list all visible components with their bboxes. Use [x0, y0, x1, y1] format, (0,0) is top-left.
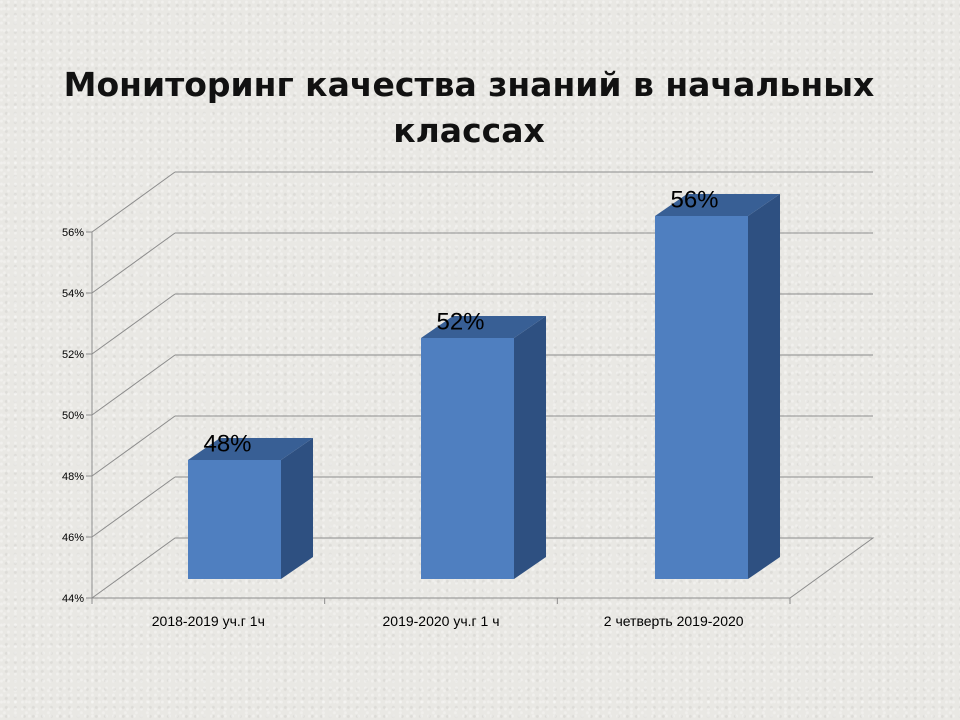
chart-bars: [188, 194, 780, 579]
bar-front-face: [655, 216, 748, 579]
chart-title-line-1: Мониторинг качества знаний в начальных: [63, 65, 875, 104]
bar-front-face: [188, 460, 281, 579]
y-tick-label: 56%: [62, 227, 84, 239]
x-axis-categories: 2018-2019 уч.г 1ч 2019-2020 уч.г 1 ч 2 чет…: [152, 613, 744, 629]
gridline-side: [91, 354, 176, 416]
category-label-1: 2018-2019 уч.г 1ч: [152, 613, 265, 629]
chart-title: Мониторинг качества знаний в начальных к…: [0, 62, 938, 154]
gridline-side: [91, 476, 176, 538]
y-axis-ticks: 44% 46% 48% 50% 52% 54% 56%: [62, 227, 84, 605]
gridline-side: [91, 415, 176, 477]
gridline-side: [91, 293, 176, 355]
y-tick-label: 50%: [62, 410, 84, 422]
y-tick-label: 52%: [62, 349, 84, 361]
chart-title-line-2: классах: [393, 111, 545, 150]
category-label-2: 2019-2020 уч.г 1 ч: [383, 613, 500, 629]
bar-side-face: [748, 194, 780, 579]
bar-3: [655, 194, 780, 579]
bar-side-face: [281, 438, 313, 579]
bar-2: [421, 316, 546, 579]
chart-data-labels: 48% 52% 56%: [203, 187, 718, 458]
bar-side-face: [514, 316, 546, 579]
bar-top-face: [421, 316, 546, 338]
y-tick-label: 48%: [62, 471, 84, 483]
data-label-2: 52%: [436, 309, 484, 336]
bar-top-face: [655, 194, 780, 216]
y-tick-label: 44%: [62, 593, 84, 605]
data-label-1: 48%: [203, 431, 251, 458]
chart-gridlines: [86, 171, 875, 604]
bar-top-face: [188, 438, 313, 460]
data-label-3: 56%: [670, 187, 718, 214]
gridline-side: [91, 232, 176, 294]
bar-1: [188, 438, 313, 579]
y-tick-label: 54%: [62, 288, 84, 300]
gridline-side: [91, 171, 176, 233]
y-tick-label: 46%: [62, 532, 84, 544]
bar-front-face: [421, 338, 514, 579]
category-label-3: 2 четверть 2019-2020: [604, 613, 744, 629]
